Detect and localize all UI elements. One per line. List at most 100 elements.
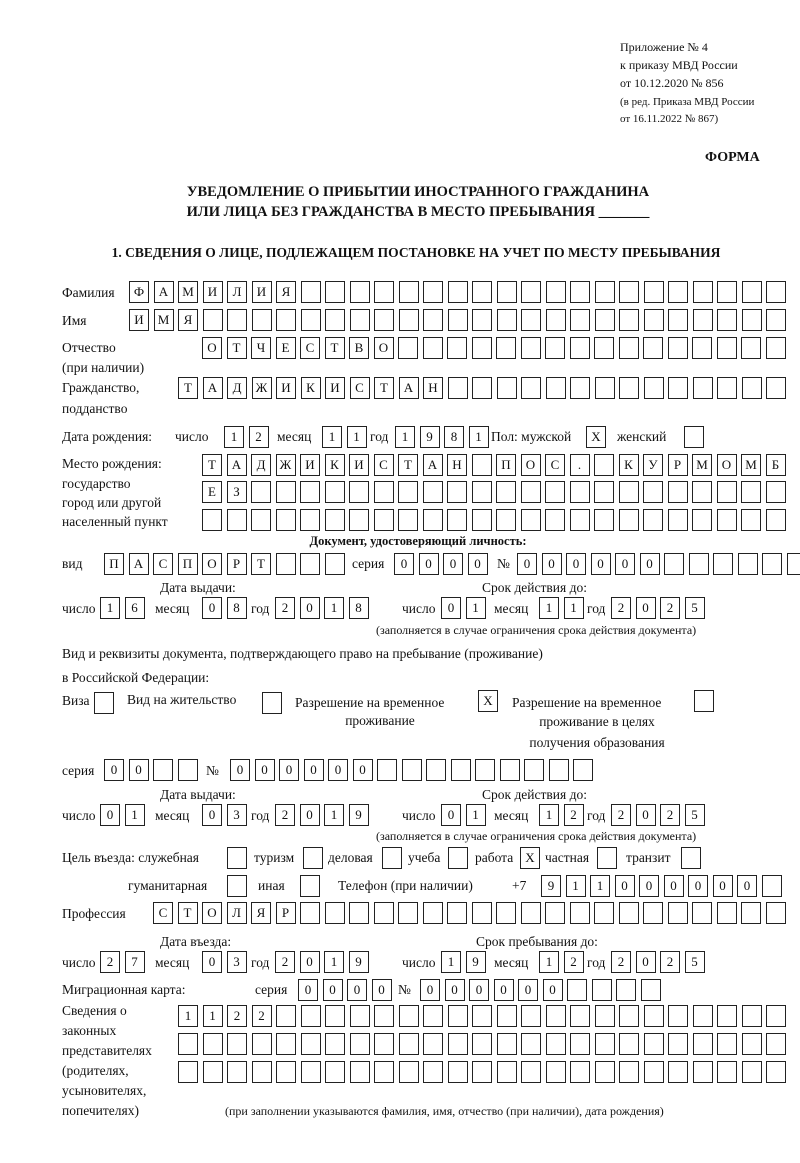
char-box[interactable]: 1: [539, 804, 559, 826]
char-box[interactable]: .: [569, 454, 590, 476]
char-box[interactable]: [447, 337, 467, 359]
char-box[interactable]: [398, 1033, 419, 1055]
char-box[interactable]: 0: [590, 553, 611, 575]
purpose-work-checkbox[interactable]: X: [520, 847, 540, 869]
char-box[interactable]: М: [153, 309, 174, 331]
char-box[interactable]: Б: [765, 454, 786, 476]
char-box[interactable]: 0: [541, 553, 562, 575]
char-box[interactable]: 0: [230, 759, 250, 781]
char-box[interactable]: О: [373, 337, 394, 359]
char-box[interactable]: 0: [202, 597, 222, 619]
char-box[interactable]: [597, 847, 617, 869]
char-box[interactable]: Я: [251, 902, 271, 924]
char-box[interactable]: К: [300, 377, 321, 399]
purpose-business-checkbox[interactable]: [382, 847, 402, 869]
char-box[interactable]: [766, 377, 786, 399]
char-box[interactable]: 0: [202, 804, 222, 826]
char-box[interactable]: [766, 1061, 786, 1083]
char-box[interactable]: И: [325, 377, 345, 399]
char-box[interactable]: [520, 337, 541, 359]
char-box[interactable]: Т: [251, 553, 271, 575]
char-box[interactable]: 1: [346, 426, 367, 448]
char-box[interactable]: 2: [611, 597, 631, 619]
char-box[interactable]: [545, 281, 566, 303]
purpose-tourism-checkbox[interactable]: [303, 847, 323, 869]
char-box[interactable]: Т: [202, 454, 222, 476]
char-box[interactable]: 0: [635, 804, 656, 826]
char-box[interactable]: [373, 902, 394, 924]
char-box[interactable]: [741, 1033, 762, 1055]
char-box[interactable]: [717, 1061, 737, 1083]
char-box[interactable]: С: [153, 902, 173, 924]
char-box[interactable]: [251, 1033, 272, 1055]
char-box[interactable]: [276, 1061, 296, 1083]
char-box[interactable]: 7: [124, 951, 145, 973]
char-box[interactable]: [594, 481, 614, 503]
char-box[interactable]: Е: [202, 481, 222, 503]
char-box[interactable]: К: [618, 454, 639, 476]
char-box[interactable]: [300, 553, 320, 575]
char-box[interactable]: [275, 553, 296, 575]
char-box[interactable]: 0: [639, 553, 660, 575]
char-box[interactable]: [475, 759, 495, 781]
char-box[interactable]: [471, 509, 492, 531]
char-box[interactable]: [643, 1005, 664, 1027]
char-box[interactable]: Д: [227, 377, 247, 399]
char-box[interactable]: Т: [226, 337, 247, 359]
char-box[interactable]: 2: [275, 597, 295, 619]
char-box[interactable]: 0: [328, 759, 348, 781]
char-box[interactable]: [324, 509, 345, 531]
char-box[interactable]: [717, 1005, 737, 1027]
char-box[interactable]: [349, 902, 369, 924]
edu-residence-checkbox[interactable]: [694, 690, 714, 712]
char-box[interactable]: [643, 337, 663, 359]
representatives-row-2[interactable]: [178, 1033, 786, 1055]
char-box[interactable]: [496, 377, 517, 399]
char-box[interactable]: Ж: [251, 377, 272, 399]
char-box[interactable]: [737, 553, 758, 575]
char-box[interactable]: 1: [465, 597, 486, 619]
char-box[interactable]: [227, 1061, 247, 1083]
char-box[interactable]: 5: [684, 951, 705, 973]
char-box[interactable]: [667, 337, 688, 359]
char-box[interactable]: [303, 847, 323, 869]
char-box[interactable]: [668, 377, 688, 399]
char-box[interactable]: Л: [227, 281, 247, 303]
char-box[interactable]: [422, 509, 443, 531]
purpose-other-checkbox[interactable]: [300, 875, 320, 897]
char-box[interactable]: Я: [178, 309, 198, 331]
char-box[interactable]: [374, 281, 394, 303]
char-box[interactable]: Ч: [251, 337, 271, 359]
char-box[interactable]: Н: [423, 377, 443, 399]
purpose-private-checkbox[interactable]: [597, 847, 617, 869]
char-box[interactable]: [618, 902, 639, 924]
char-box[interactable]: [496, 1061, 517, 1083]
char-box[interactable]: [692, 902, 712, 924]
char-box[interactable]: 1: [395, 426, 415, 448]
char-box[interactable]: [717, 281, 737, 303]
char-box[interactable]: [594, 1033, 615, 1055]
representatives-row-3[interactable]: [178, 1061, 786, 1083]
char-box[interactable]: [450, 759, 471, 781]
char-box[interactable]: 2: [611, 804, 631, 826]
char-box[interactable]: [570, 1033, 590, 1055]
char-box[interactable]: [471, 454, 492, 476]
char-box[interactable]: И: [251, 281, 272, 303]
char-box[interactable]: [472, 281, 492, 303]
char-box[interactable]: [373, 509, 394, 531]
char-box[interactable]: [594, 454, 614, 476]
char-box[interactable]: [741, 509, 761, 531]
char-box[interactable]: [520, 509, 541, 531]
char-box[interactable]: [692, 1061, 713, 1083]
char-box[interactable]: [520, 481, 541, 503]
